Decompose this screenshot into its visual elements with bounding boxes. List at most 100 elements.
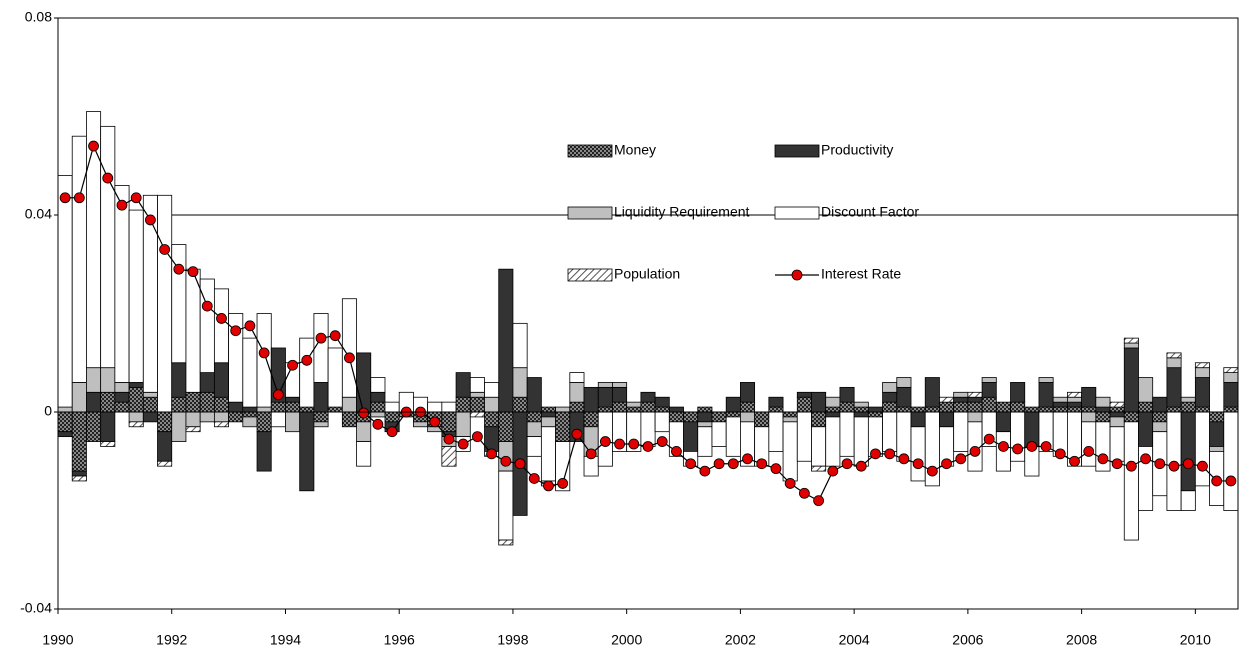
bar-segment: [540, 426, 556, 482]
bar-segment: [768, 396, 784, 408]
bar-segment: [114, 382, 130, 393]
bar-segment: [199, 391, 215, 413]
bar-segment: [1066, 396, 1083, 403]
bar-segment: [370, 391, 386, 403]
bar-segment: [455, 411, 471, 438]
bar-segment: [185, 411, 201, 428]
bar-segment: [142, 411, 158, 423]
rate-point: [244, 320, 256, 332]
y-tick-label: -0.04: [20, 600, 52, 616]
bar-segment: [469, 411, 485, 418]
rate-point: [884, 448, 896, 460]
bar-segment: [768, 406, 784, 413]
x-tick-label: 2000: [611, 632, 642, 648]
bar-segment: [867, 411, 883, 418]
bar-segment: [128, 411, 144, 423]
bar-segment: [228, 401, 244, 413]
bar-segment: [1194, 362, 1210, 369]
bar-segment: [782, 411, 798, 418]
bar-segment: [540, 406, 556, 413]
bar-segment: [285, 401, 301, 413]
bar-segment: [626, 406, 642, 413]
rate-point: [599, 436, 611, 447]
bar-segment: [1109, 416, 1125, 428]
bar-segment: [512, 396, 528, 413]
rate-point: [1140, 453, 1151, 465]
bar-segment: [939, 401, 955, 413]
bar-segment: [995, 401, 1011, 413]
bar-segment: [1109, 406, 1125, 413]
x-tick-label: 1998: [497, 632, 528, 648]
bar-segment: [540, 416, 556, 428]
bar-segment: [867, 406, 883, 413]
bar-segment: [853, 406, 869, 413]
bar-segment: [526, 377, 542, 413]
bar-segment: [128, 421, 144, 428]
bar-segment: [1194, 367, 1210, 378]
plot-frame: [57, 17, 1239, 610]
bar-segment: [1223, 406, 1239, 413]
x-tick-label: 2004: [839, 632, 870, 648]
bar-segment: [242, 337, 258, 408]
rate-point: [329, 330, 341, 342]
bar-segment: [626, 401, 642, 408]
bar-segment: [1194, 377, 1210, 408]
rate-point: [73, 192, 85, 204]
rate-point: [301, 354, 313, 366]
bar-segment: [1209, 421, 1225, 447]
bar-segment: [356, 441, 372, 467]
bar-segment: [100, 367, 116, 393]
legend-label: Discount Factor: [821, 204, 919, 220]
bar-segment: [213, 288, 230, 364]
bar-segment: [882, 391, 898, 403]
bar-segment: [740, 382, 756, 403]
bar-segment: [1152, 421, 1168, 433]
y-tick-label: 0.08: [25, 9, 52, 25]
bar-segment: [285, 411, 301, 433]
bar-segment: [441, 446, 457, 467]
bar-segment: [995, 411, 1011, 433]
bar-segment: [356, 421, 372, 442]
bar-segment: [796, 391, 812, 398]
bar-segment: [1066, 401, 1083, 408]
bar-segment: [896, 386, 912, 408]
x-tick-label: 2002: [725, 632, 756, 648]
rate-point: [998, 441, 1009, 452]
bar-segment: [1209, 411, 1225, 423]
bar-segment: [213, 411, 230, 423]
bar-segment: [555, 406, 571, 413]
bar-segment: [441, 401, 457, 413]
rate-point: [1225, 475, 1237, 487]
bar-segment: [469, 396, 485, 413]
bar-segment: [924, 377, 940, 408]
rate-point: [955, 453, 967, 465]
x-tick-label: 1992: [156, 632, 187, 648]
bar-segment: [555, 411, 571, 442]
bar-segment: [683, 411, 699, 423]
rate-point: [642, 441, 654, 452]
bar-segment: [697, 406, 713, 413]
bar-segment: [1123, 347, 1139, 413]
bar-segment: [853, 411, 869, 418]
bar-segment: [711, 411, 727, 423]
bar-segment: [569, 372, 585, 383]
rate-point: [272, 389, 284, 401]
rate-point: [941, 458, 952, 470]
bar-segment: [1095, 396, 1111, 408]
bar-segment: [114, 185, 130, 383]
rate-point: [1040, 441, 1052, 452]
legend-swatch: [567, 206, 613, 220]
bar-segment: [100, 125, 116, 369]
bar-segment: [1109, 426, 1125, 462]
y-tick-label: 0.04: [25, 206, 52, 222]
bar-segment: [953, 411, 969, 452]
bar-segment: [1109, 401, 1125, 408]
rate-point: [656, 436, 668, 447]
rate-point: [685, 458, 697, 470]
rate-point: [827, 465, 839, 477]
bar-segment: [555, 441, 571, 492]
bar-segment: [853, 401, 869, 408]
bar-segment: [86, 411, 102, 442]
bar-segment: [1223, 372, 1239, 383]
bar-segment: [953, 396, 969, 403]
